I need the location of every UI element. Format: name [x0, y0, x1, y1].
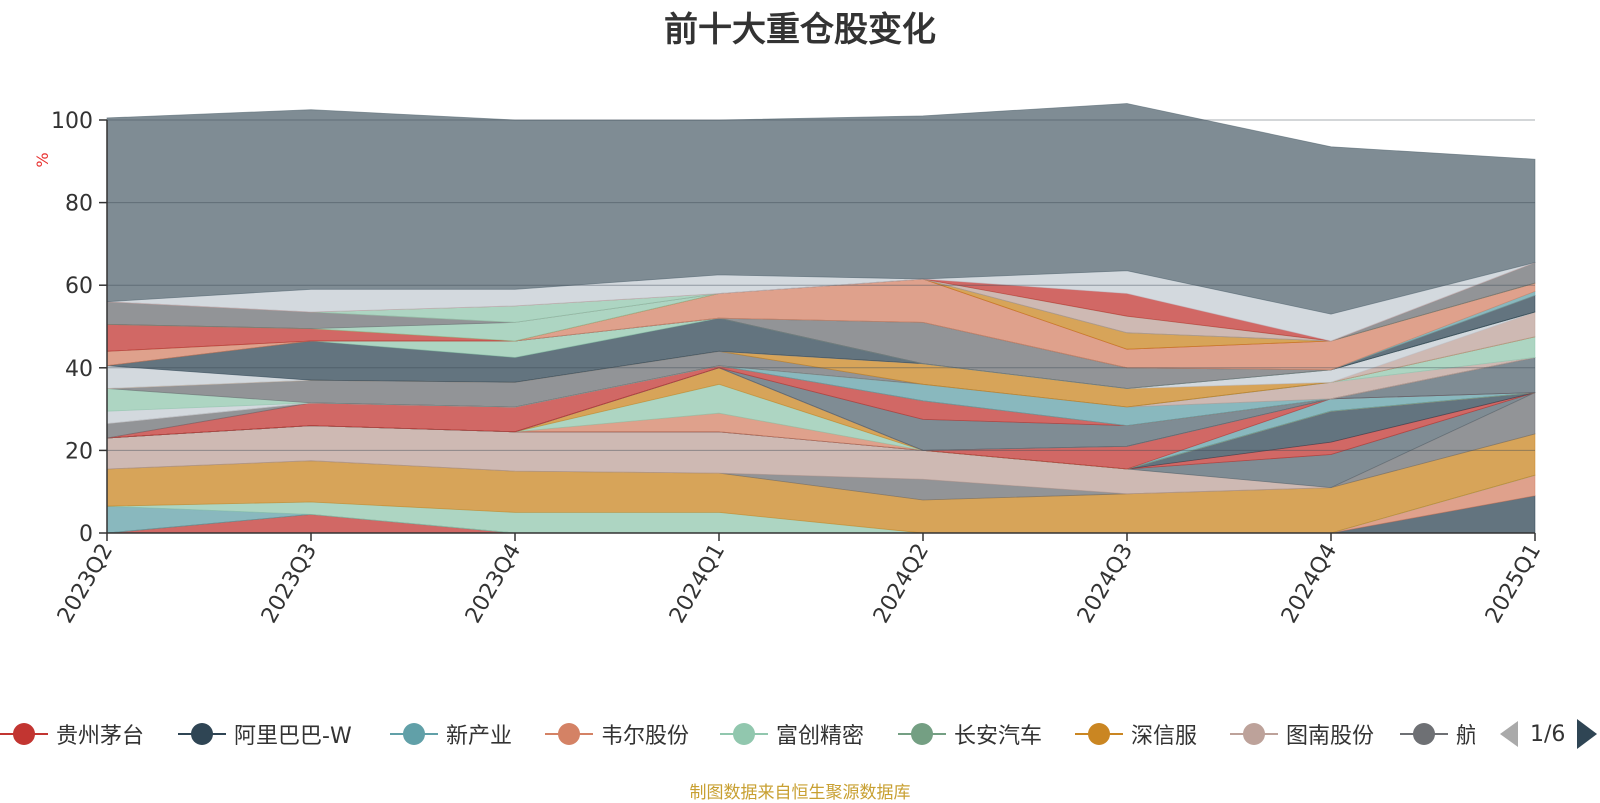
x-tick-label-7: 2025Q1 — [1481, 540, 1546, 628]
legend-label: 新产业 — [446, 724, 513, 749]
legend-marker-icon — [390, 722, 438, 746]
legend-item[interactable]: 航 — [1400, 712, 1475, 756]
legend-label: 贵州茅台 — [56, 724, 145, 749]
x-tick-label-2: 2023Q4 — [461, 540, 526, 628]
y-tick-label-100: 100 — [51, 109, 93, 134]
legend-marker-icon — [178, 722, 226, 746]
x-tick-label-3: 2024Q1 — [665, 540, 730, 628]
chart-title: 前十大重仓股变化 — [664, 10, 936, 50]
y-tick-label-60: 60 — [65, 274, 93, 299]
y-axis-label: % — [33, 152, 52, 167]
legend-pager: 1/6 — [1500, 712, 1598, 756]
legend-label: 航 — [1456, 724, 1475, 749]
x-tick-label-6: 2024Q4 — [1277, 540, 1342, 628]
stacked-area-chart: 0 20 40 60 80 100 2023Q2 2023Q3 2023Q4 2024Q1 2024… — [33, 103, 1546, 628]
legend-marker-icon — [1230, 722, 1278, 746]
legend-marker-icon — [0, 722, 48, 746]
legend-items: 贵州茅台 阿里巴巴-W 新产业 韦尔股份 富创精密 长安汽车 深信服 图南股份 航 — [0, 712, 1475, 756]
legend-label: 阿里巴巴-W — [234, 724, 352, 749]
legend-label: 图南股份 — [1286, 724, 1375, 749]
legend-marker-icon — [545, 722, 593, 746]
legend-label: 深信服 — [1131, 724, 1198, 749]
legend-label: 富创精密 — [776, 724, 865, 749]
legend-item[interactable]: 深信服 — [1075, 712, 1197, 756]
legend-item[interactable]: 长安汽车 — [898, 712, 1042, 756]
source-note: 制图数据来自恒生聚源数据库 — [689, 783, 911, 803]
legend-item[interactable]: 贵州茅台 — [0, 712, 144, 756]
legend-label: 长安汽车 — [954, 724, 1043, 749]
legend-prev-page-icon[interactable] — [1500, 721, 1518, 747]
area-layers — [106, 103, 1536, 534]
legend-item[interactable]: 韦尔股份 — [545, 712, 689, 756]
legend-page-indicator: 1/6 — [1530, 721, 1566, 747]
x-tick-label-5: 2024Q3 — [1073, 540, 1138, 628]
grid-lines — [107, 119, 1535, 451]
legend-marker-icon — [720, 722, 768, 746]
y-tick-label-0: 0 — [79, 522, 93, 547]
legend: 贵州茅台 阿里巴巴-W 新产业 韦尔股份 富创精密 长安汽车 深信服 图南股份 航 — [0, 712, 1600, 756]
x-tick-label-1: 2023Q3 — [257, 540, 322, 628]
y-tick-label-40: 40 — [65, 357, 93, 382]
x-tick-label-4: 2024Q2 — [869, 540, 934, 628]
legend-item[interactable]: 富创精密 — [720, 712, 864, 756]
legend-next-page-icon[interactable] — [1577, 719, 1598, 749]
legend-item[interactable]: 阿里巴巴-W — [178, 712, 352, 756]
area-layer-45 — [106, 103, 1536, 315]
legend-marker-icon — [1075, 722, 1123, 746]
x-tick-label-0: 2023Q2 — [53, 540, 118, 628]
legend-label: 韦尔股份 — [601, 724, 690, 749]
y-tick-label-20: 20 — [65, 439, 93, 464]
legend-marker-icon — [1400, 722, 1448, 746]
legend-marker-icon — [898, 722, 946, 746]
legend-item[interactable]: 图南股份 — [1230, 712, 1374, 756]
legend-item[interactable]: 新产业 — [390, 712, 512, 756]
y-tick-label-80: 80 — [65, 192, 93, 217]
